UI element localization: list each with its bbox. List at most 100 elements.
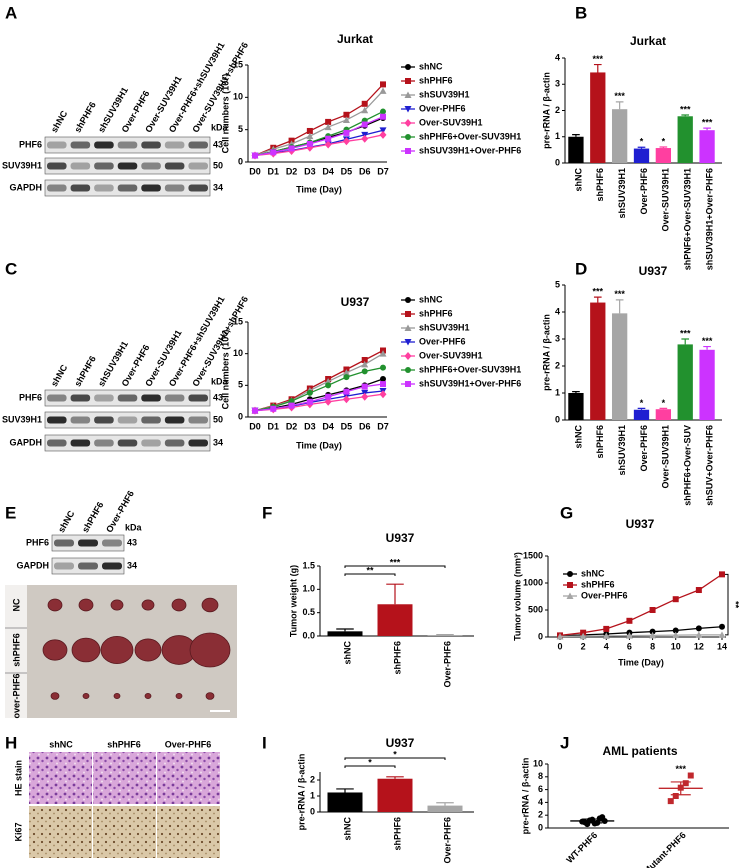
tumor — [205, 692, 215, 700]
bar — [590, 302, 606, 420]
bar — [427, 635, 463, 636]
blot-band — [141, 141, 161, 149]
legend-label: Over-PHF6 — [419, 336, 466, 346]
y-tick-label: 1 — [555, 387, 560, 397]
bar — [655, 409, 672, 420]
legend-label: shSUV39H1 — [419, 89, 470, 99]
error-bar — [637, 407, 646, 410]
bar — [699, 130, 715, 163]
significance-label: *** — [702, 117, 713, 127]
x-tick-label: Over-SUV39H1 — [661, 425, 671, 489]
legend-marker — [567, 582, 573, 588]
data-point — [672, 793, 679, 799]
x-tick-label: 4 — [604, 641, 609, 651]
x-axis-label: Time (Day) — [296, 440, 342, 450]
legend-label: shPHF6 — [419, 308, 453, 318]
panel-letter: H — [5, 733, 17, 752]
comparison-label: *** — [390, 557, 401, 567]
blot-row-label: SUV39H1 — [2, 414, 42, 424]
blot-band — [141, 416, 161, 424]
blot-band — [164, 416, 185, 424]
comparison-bracket — [344, 765, 396, 768]
x-tick-label: 6 — [627, 641, 632, 651]
blot-band — [102, 562, 122, 570]
legend-label: shSUV39H1 — [419, 322, 470, 332]
data-point — [556, 632, 564, 640]
panel-letter: G — [560, 503, 573, 522]
y-axis-label: Cell numbers (10⁶) — [220, 330, 230, 410]
x-tick-label: D0 — [249, 166, 261, 176]
x-tick-label: D1 — [268, 166, 280, 176]
series-line — [254, 116, 384, 157]
x-tick-label: shSUV39H1+Over-PHF6 — [704, 168, 714, 270]
y-tick-label: 2 — [538, 810, 543, 820]
x-tick-label: D5 — [341, 421, 353, 431]
data-point — [682, 780, 689, 787]
data-point — [379, 350, 387, 357]
data-point — [596, 815, 603, 822]
data-point — [306, 140, 313, 147]
data-point — [625, 632, 633, 639]
y-tick-label: 8 — [538, 771, 543, 781]
data-point — [579, 632, 587, 640]
data-point — [649, 631, 657, 639]
x-tick-label: D4 — [322, 166, 334, 176]
data-point — [361, 106, 369, 114]
x-tick-label: D6 — [359, 421, 371, 431]
data-point — [343, 129, 350, 136]
data-point — [603, 625, 610, 632]
tumor — [144, 693, 152, 699]
y-tick-label: 0 — [538, 631, 543, 641]
bar — [677, 344, 693, 420]
data-point — [361, 360, 369, 368]
data-point — [306, 389, 313, 396]
legend-marker — [405, 367, 411, 373]
blot-band — [94, 184, 114, 192]
significance-label: *** — [675, 764, 686, 774]
panel-letter: B — [575, 3, 587, 22]
error-bar — [436, 802, 454, 806]
bar — [377, 778, 413, 812]
x-tick-label: Over-PHF6 — [639, 425, 649, 472]
y-tick-label: 3 — [555, 79, 560, 89]
significance-label: *** — [680, 104, 691, 114]
x-tick-label: 12 — [694, 641, 704, 651]
y-tick-label: 2 — [555, 105, 560, 115]
data-point — [380, 81, 386, 88]
legend-label: shNC — [581, 568, 605, 578]
data-point — [288, 145, 295, 152]
blot-band — [78, 562, 98, 570]
y-tick-label: 5 — [238, 124, 243, 134]
x-tick-label: shSUV+Over-PHF6 — [704, 425, 714, 506]
data-point — [324, 140, 332, 149]
photo-row-label: NC — [11, 598, 21, 611]
data-point — [379, 87, 387, 94]
series-line — [254, 90, 384, 157]
histology-image — [93, 806, 156, 858]
data-point — [343, 388, 350, 395]
y-tick-label: 0 — [310, 806, 315, 816]
data-point — [325, 118, 332, 125]
error-bar — [615, 299, 624, 314]
blot-band — [94, 439, 114, 447]
blot-band — [117, 184, 138, 192]
legend-marker — [405, 297, 411, 303]
bar — [677, 116, 693, 163]
error-bar — [386, 776, 404, 779]
y-axis-label: pre-rRNA / β-actin — [296, 754, 306, 831]
blot-marker: 34 — [213, 437, 223, 447]
blot-band — [188, 394, 208, 402]
significance-label: *** — [593, 287, 604, 297]
data-point — [361, 100, 368, 107]
legend-marker — [567, 571, 573, 577]
data-point — [361, 383, 368, 390]
data-point — [719, 571, 725, 578]
chart-title: U937 — [386, 736, 415, 750]
legend-marker — [405, 78, 411, 84]
legend-marker — [404, 106, 412, 113]
histology-image — [157, 752, 220, 804]
tumor — [201, 597, 219, 613]
blot-column-label: shNC — [56, 508, 77, 534]
x-tick-label: D3 — [304, 421, 316, 431]
histology-column: shPHF6 — [107, 739, 141, 749]
